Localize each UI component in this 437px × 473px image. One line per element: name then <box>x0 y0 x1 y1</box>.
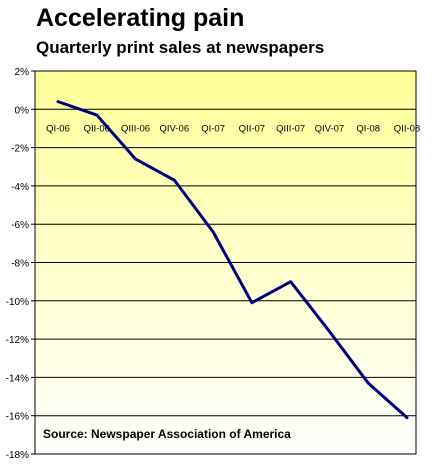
x-tick-label: QIII-06 <box>121 123 150 134</box>
y-tick-label: -16% <box>6 412 29 423</box>
x-tick-label: QI-06 <box>46 123 70 134</box>
y-tick-label: 0% <box>15 105 30 116</box>
grid-lines <box>35 70 416 455</box>
chart-subtitle: Quarterly print sales at newspapers <box>36 38 325 57</box>
x-tick-label: QI-07 <box>201 123 225 134</box>
y-tick-label: 2% <box>15 67 30 78</box>
y-tick-label: -18% <box>6 450 29 461</box>
source-note: Source: Newspaper Association of America <box>43 427 291 441</box>
x-tick-label: QII-07 <box>239 123 265 134</box>
y-tick-label: -8% <box>11 259 29 270</box>
y-tick-label: -12% <box>6 335 29 346</box>
chart-title: Accelerating pain <box>36 4 245 32</box>
y-axis: 2% 0% -2% -4% -6% -8% -10% -12% -14% -16% -18% <box>6 67 35 461</box>
y-tick-label: -14% <box>6 373 29 384</box>
x-tick-label: QI-08 <box>356 123 380 134</box>
y-tick-label: -10% <box>6 297 29 308</box>
x-tick-label: QIII-07 <box>276 123 305 134</box>
y-tick-label: -4% <box>11 182 29 193</box>
series-line <box>56 100 409 420</box>
x-tick-label: QIV-07 <box>315 123 345 134</box>
y-tick-label: -6% <box>11 220 29 231</box>
x-tick-label: QII-08 <box>394 123 420 134</box>
x-axis: QI-06 QII-06 QIII-06 QIV-06 QI-07 QII-07 QIII-… <box>46 123 420 134</box>
x-tick-label: QII-06 <box>84 123 110 134</box>
x-tick-label: QIV-06 <box>160 123 190 134</box>
y-tick-label: -2% <box>11 144 29 155</box>
series-group <box>56 100 409 420</box>
